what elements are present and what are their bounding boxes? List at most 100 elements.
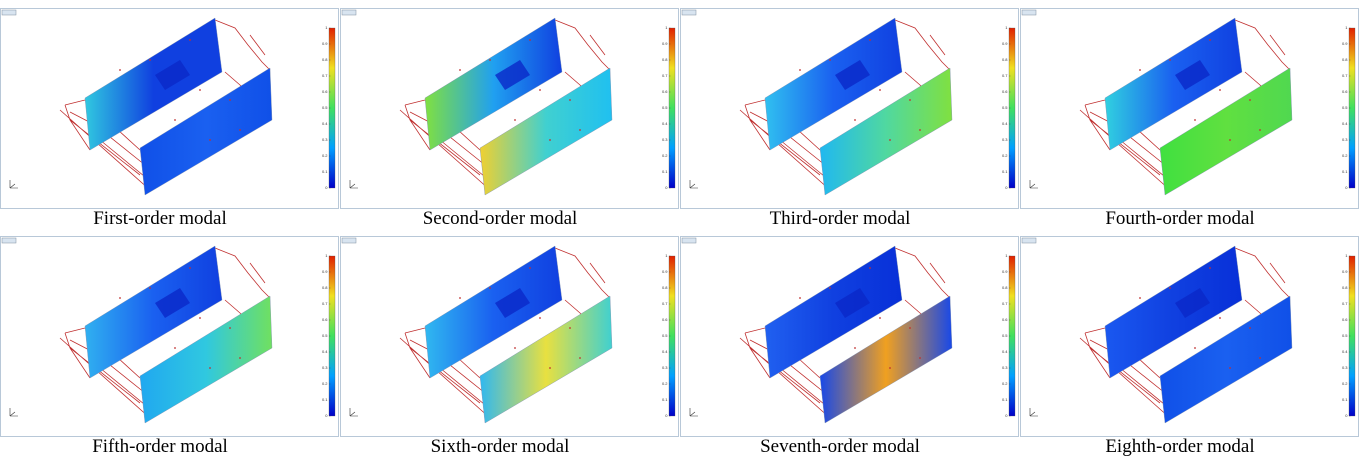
colorbar-tick-label: 0.9 (1002, 269, 1008, 274)
colorbar-tick-label: 0.3 (1002, 137, 1008, 142)
node (854, 347, 856, 349)
node (189, 267, 191, 269)
modal-panel: 00.10.20.30.40.50.60.70.80.91Seventh-ord… (681, 237, 1019, 458)
colorbar-tick-label: 0.4 (1002, 349, 1008, 354)
node (1219, 89, 1221, 91)
colorbar-tick-label: 0.4 (1342, 349, 1348, 354)
colorbar-tick-label: 0.3 (662, 365, 668, 370)
colorbar-tick-label: 0.6 (662, 89, 668, 94)
node (1169, 59, 1171, 61)
panel-tag (682, 10, 696, 15)
colorbar-tick-label: 0.3 (1342, 365, 1348, 370)
colorbar-tick-label: 0.5 (322, 105, 328, 110)
node (489, 59, 491, 61)
colorbar-tick-label: 0.4 (1342, 121, 1348, 126)
node (189, 39, 191, 41)
node (174, 119, 176, 121)
colorbar-tick-label: 0.2 (1342, 381, 1348, 386)
node (549, 139, 551, 141)
colorbar-tick-label: 0.2 (662, 153, 668, 158)
node (149, 59, 151, 61)
modal-panel: 00.10.20.30.40.50.60.70.80.91Fourth-orde… (1021, 9, 1359, 230)
caption: Eighth-order modal (1105, 436, 1254, 457)
node (1229, 139, 1231, 141)
colorbar-tick-label: 0.6 (1342, 317, 1348, 322)
node (909, 327, 911, 329)
colorbar-tick-label: 0.8 (1002, 57, 1008, 62)
colorbar-tick-label: 0.4 (322, 349, 328, 354)
node (1249, 327, 1251, 329)
colorbar-tick-label: 0.4 (1002, 121, 1008, 126)
node (799, 69, 801, 71)
colorbar-tick-label: 0.7 (1342, 73, 1348, 78)
node (1209, 39, 1211, 41)
node (889, 367, 891, 369)
node (199, 89, 201, 91)
colorbar-tick-label: 0.5 (662, 333, 668, 338)
colorbar-tick-label: 0.1 (1002, 397, 1008, 402)
colorbar-tick-label: 0.6 (322, 317, 328, 322)
node (539, 317, 541, 319)
node (829, 287, 831, 289)
node (869, 39, 871, 41)
node (919, 357, 921, 359)
colorbar-tick-label: 0.6 (662, 317, 668, 322)
node (1229, 367, 1231, 369)
node (199, 317, 201, 319)
modal-panel: 00.10.20.30.40.50.60.70.80.91Second-orde… (341, 9, 679, 230)
node (549, 367, 551, 369)
caption: Second-order modal (423, 208, 578, 229)
node (869, 267, 871, 269)
colorbar-tick-label: 0.6 (1002, 317, 1008, 322)
colorbar-tick-label: 0.1 (662, 397, 668, 402)
node (174, 347, 176, 349)
colorbar-tick-label: 0.1 (322, 397, 328, 402)
colorbar-tick-label: 0.7 (1002, 73, 1008, 78)
node (209, 367, 211, 369)
node (229, 99, 231, 101)
colorbar-tick-label: 0.9 (322, 269, 328, 274)
node (119, 297, 121, 299)
caption: Fifth-order modal (92, 436, 228, 457)
modal-panel: 00.10.20.30.40.50.60.70.80.91Eighth-orde… (1021, 237, 1359, 458)
panel-tag (682, 238, 696, 243)
colorbar-tick-label: 0.2 (1002, 381, 1008, 386)
node (909, 99, 911, 101)
colorbar-tick-label: 0.6 (322, 89, 328, 94)
caption: Third-order modal (770, 208, 911, 229)
panel-tag (2, 10, 16, 15)
node (529, 39, 531, 41)
node (239, 129, 241, 131)
node (489, 287, 491, 289)
node (854, 119, 856, 121)
colorbar-tick-label: 0.7 (322, 73, 328, 78)
colorbar-tick-label: 0.1 (322, 169, 328, 174)
caption: Sixth-order modal (431, 436, 570, 457)
colorbar-tick-label: 0.7 (322, 301, 328, 306)
node (149, 287, 151, 289)
colorbar-tick-label: 0.2 (322, 381, 328, 386)
node (239, 357, 241, 359)
node (1194, 347, 1196, 349)
colorbar-tick-label: 0.2 (1002, 153, 1008, 158)
node (829, 59, 831, 61)
node (1259, 129, 1261, 131)
colorbar-tick-label: 0.5 (1342, 105, 1348, 110)
colorbar-tick-label: 0.2 (662, 381, 668, 386)
colorbar-tick-label: 0.8 (322, 285, 328, 290)
colorbar-tick-label: 0.3 (322, 137, 328, 142)
colorbar-tick-label: 0.9 (322, 41, 328, 46)
colorbar-tick-label: 0.4 (662, 349, 668, 354)
colorbar-tick-label: 0.1 (1342, 397, 1348, 402)
node (1219, 317, 1221, 319)
colorbar-tick-label: 0.5 (322, 333, 328, 338)
colorbar-tick-label: 0.8 (1342, 57, 1348, 62)
node (889, 139, 891, 141)
colorbar-tick-label: 0.1 (662, 169, 668, 174)
node (209, 139, 211, 141)
colorbar-tick-label: 0.4 (322, 121, 328, 126)
colorbar-tick-label: 0.3 (1002, 365, 1008, 370)
colorbar-tick-label: 0.7 (1342, 301, 1348, 306)
caption: First-order modal (93, 208, 227, 229)
colorbar-tick-label: 0.9 (662, 269, 668, 274)
